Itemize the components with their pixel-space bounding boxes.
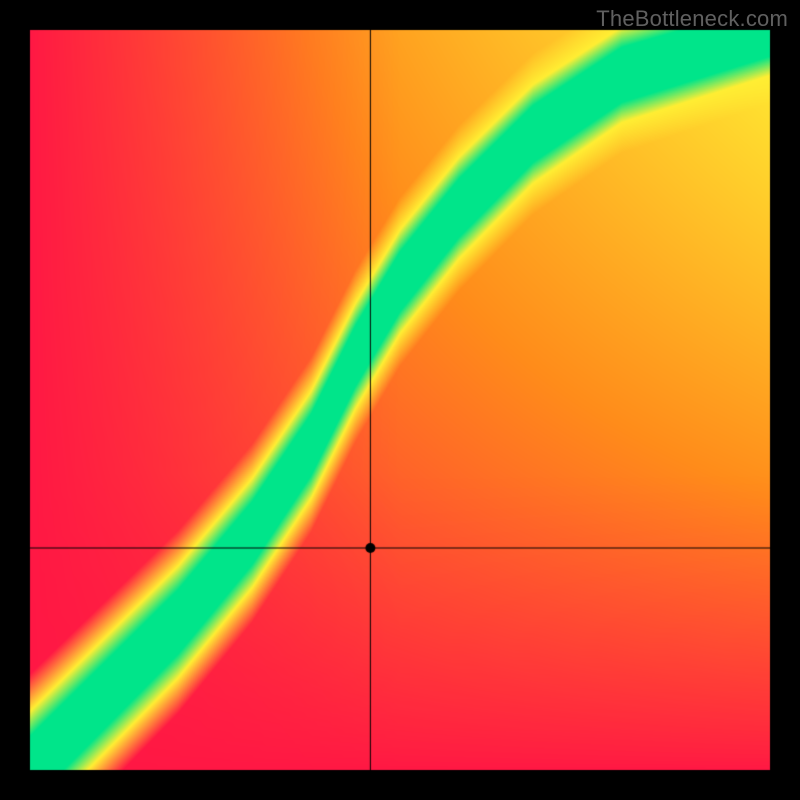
bottleneck-heatmap: TheBottleneck.com (0, 0, 800, 800)
heatmap-canvas (0, 0, 800, 800)
watermark-text: TheBottleneck.com (596, 6, 788, 32)
